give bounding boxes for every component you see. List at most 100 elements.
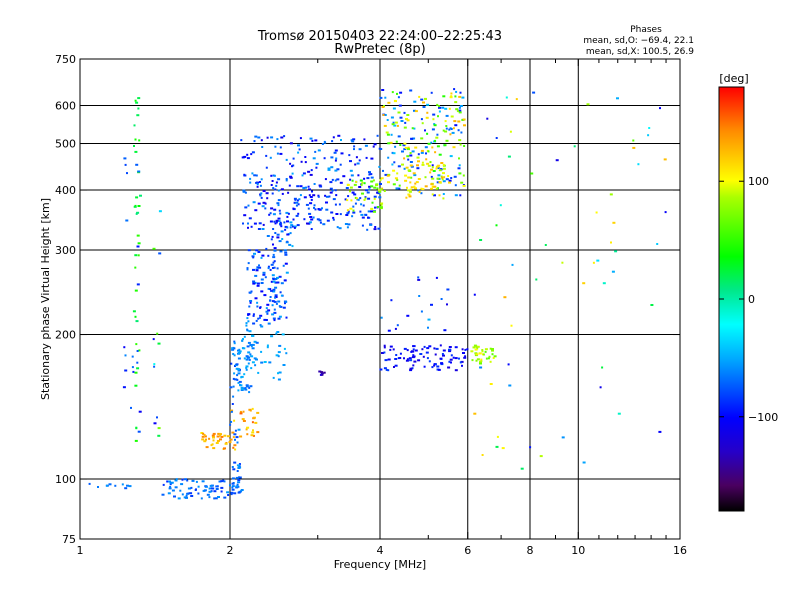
data-point (395, 187, 399, 190)
data-point (520, 467, 524, 470)
data-point (153, 422, 157, 425)
data-point (425, 152, 427, 155)
data-point (177, 497, 181, 500)
data-point (437, 187, 439, 190)
data-point (413, 100, 417, 103)
data-point (257, 371, 260, 374)
data-point (278, 305, 281, 308)
data-point (424, 129, 426, 132)
data-point (130, 406, 132, 409)
data-point (406, 358, 409, 361)
data-point (455, 108, 459, 111)
data-point (318, 219, 322, 222)
data-point (432, 170, 436, 172)
data-point (374, 206, 376, 209)
data-point (349, 186, 353, 189)
data-point (386, 119, 389, 121)
data-point (327, 168, 331, 171)
data-point (269, 212, 272, 215)
data-point (476, 347, 479, 350)
data-point (509, 130, 512, 133)
data-point (243, 335, 246, 338)
data-point (260, 282, 264, 284)
data-point (462, 184, 466, 187)
data-point (658, 430, 662, 433)
data-point (284, 302, 286, 305)
data-point (134, 254, 138, 257)
data-point (474, 348, 478, 351)
data-point (431, 166, 434, 169)
data-point (195, 488, 197, 491)
data-point (450, 95, 453, 98)
data-point (265, 192, 269, 195)
data-point (266, 312, 269, 315)
data-point (430, 175, 433, 178)
data-point (381, 89, 385, 91)
data-point (242, 347, 246, 350)
data-point (389, 345, 393, 348)
data-point (275, 219, 279, 222)
data-point (247, 320, 250, 323)
data-point (169, 483, 172, 486)
y-tick-label: 100 (55, 473, 76, 486)
data-point (135, 426, 138, 429)
data-point (413, 185, 416, 188)
data-point (317, 208, 321, 211)
data-point (399, 144, 402, 146)
data-point (231, 347, 234, 350)
data-point (409, 181, 412, 184)
data-point (397, 135, 401, 138)
data-point (418, 191, 421, 193)
data-point (260, 178, 263, 181)
data-point (212, 439, 215, 442)
data-point (457, 129, 460, 132)
data-point (308, 212, 312, 215)
data-point (312, 194, 316, 197)
data-point (230, 362, 233, 365)
data-point (380, 316, 383, 319)
data-point (267, 287, 270, 290)
data-point (236, 464, 240, 467)
data-point (289, 226, 292, 229)
data-point (237, 349, 239, 352)
data-point (273, 266, 276, 269)
data-point (371, 201, 374, 204)
data-point (458, 164, 461, 167)
data-point (273, 247, 277, 250)
data-point (363, 177, 366, 180)
data-point (156, 416, 158, 419)
data-point (138, 410, 142, 413)
data-point (431, 366, 434, 369)
data-point (442, 349, 446, 352)
data-point (440, 298, 443, 300)
data-point (232, 395, 235, 398)
data-point (272, 213, 276, 216)
data-point (307, 170, 311, 173)
data-point (246, 426, 250, 429)
data-point (354, 196, 357, 199)
data-point (425, 116, 429, 119)
data-point (259, 306, 262, 309)
data-point (387, 358, 390, 361)
data-point (448, 346, 452, 348)
data-point (407, 193, 411, 196)
data-point (158, 210, 162, 213)
data-point (453, 175, 457, 178)
data-point (251, 343, 255, 346)
data-point (610, 241, 612, 244)
data-point (351, 179, 354, 182)
data-point (239, 383, 241, 386)
data-point (444, 130, 448, 133)
data-point (408, 190, 412, 193)
data-point (340, 139, 342, 141)
data-point (254, 209, 258, 212)
data-point (245, 322, 248, 325)
data-point (273, 220, 276, 223)
data-point (203, 440, 207, 443)
data-point (285, 300, 288, 303)
data-point (212, 432, 216, 435)
data-point (449, 133, 452, 136)
data-point (479, 362, 482, 365)
data-point (230, 493, 233, 496)
data-point (351, 215, 354, 218)
